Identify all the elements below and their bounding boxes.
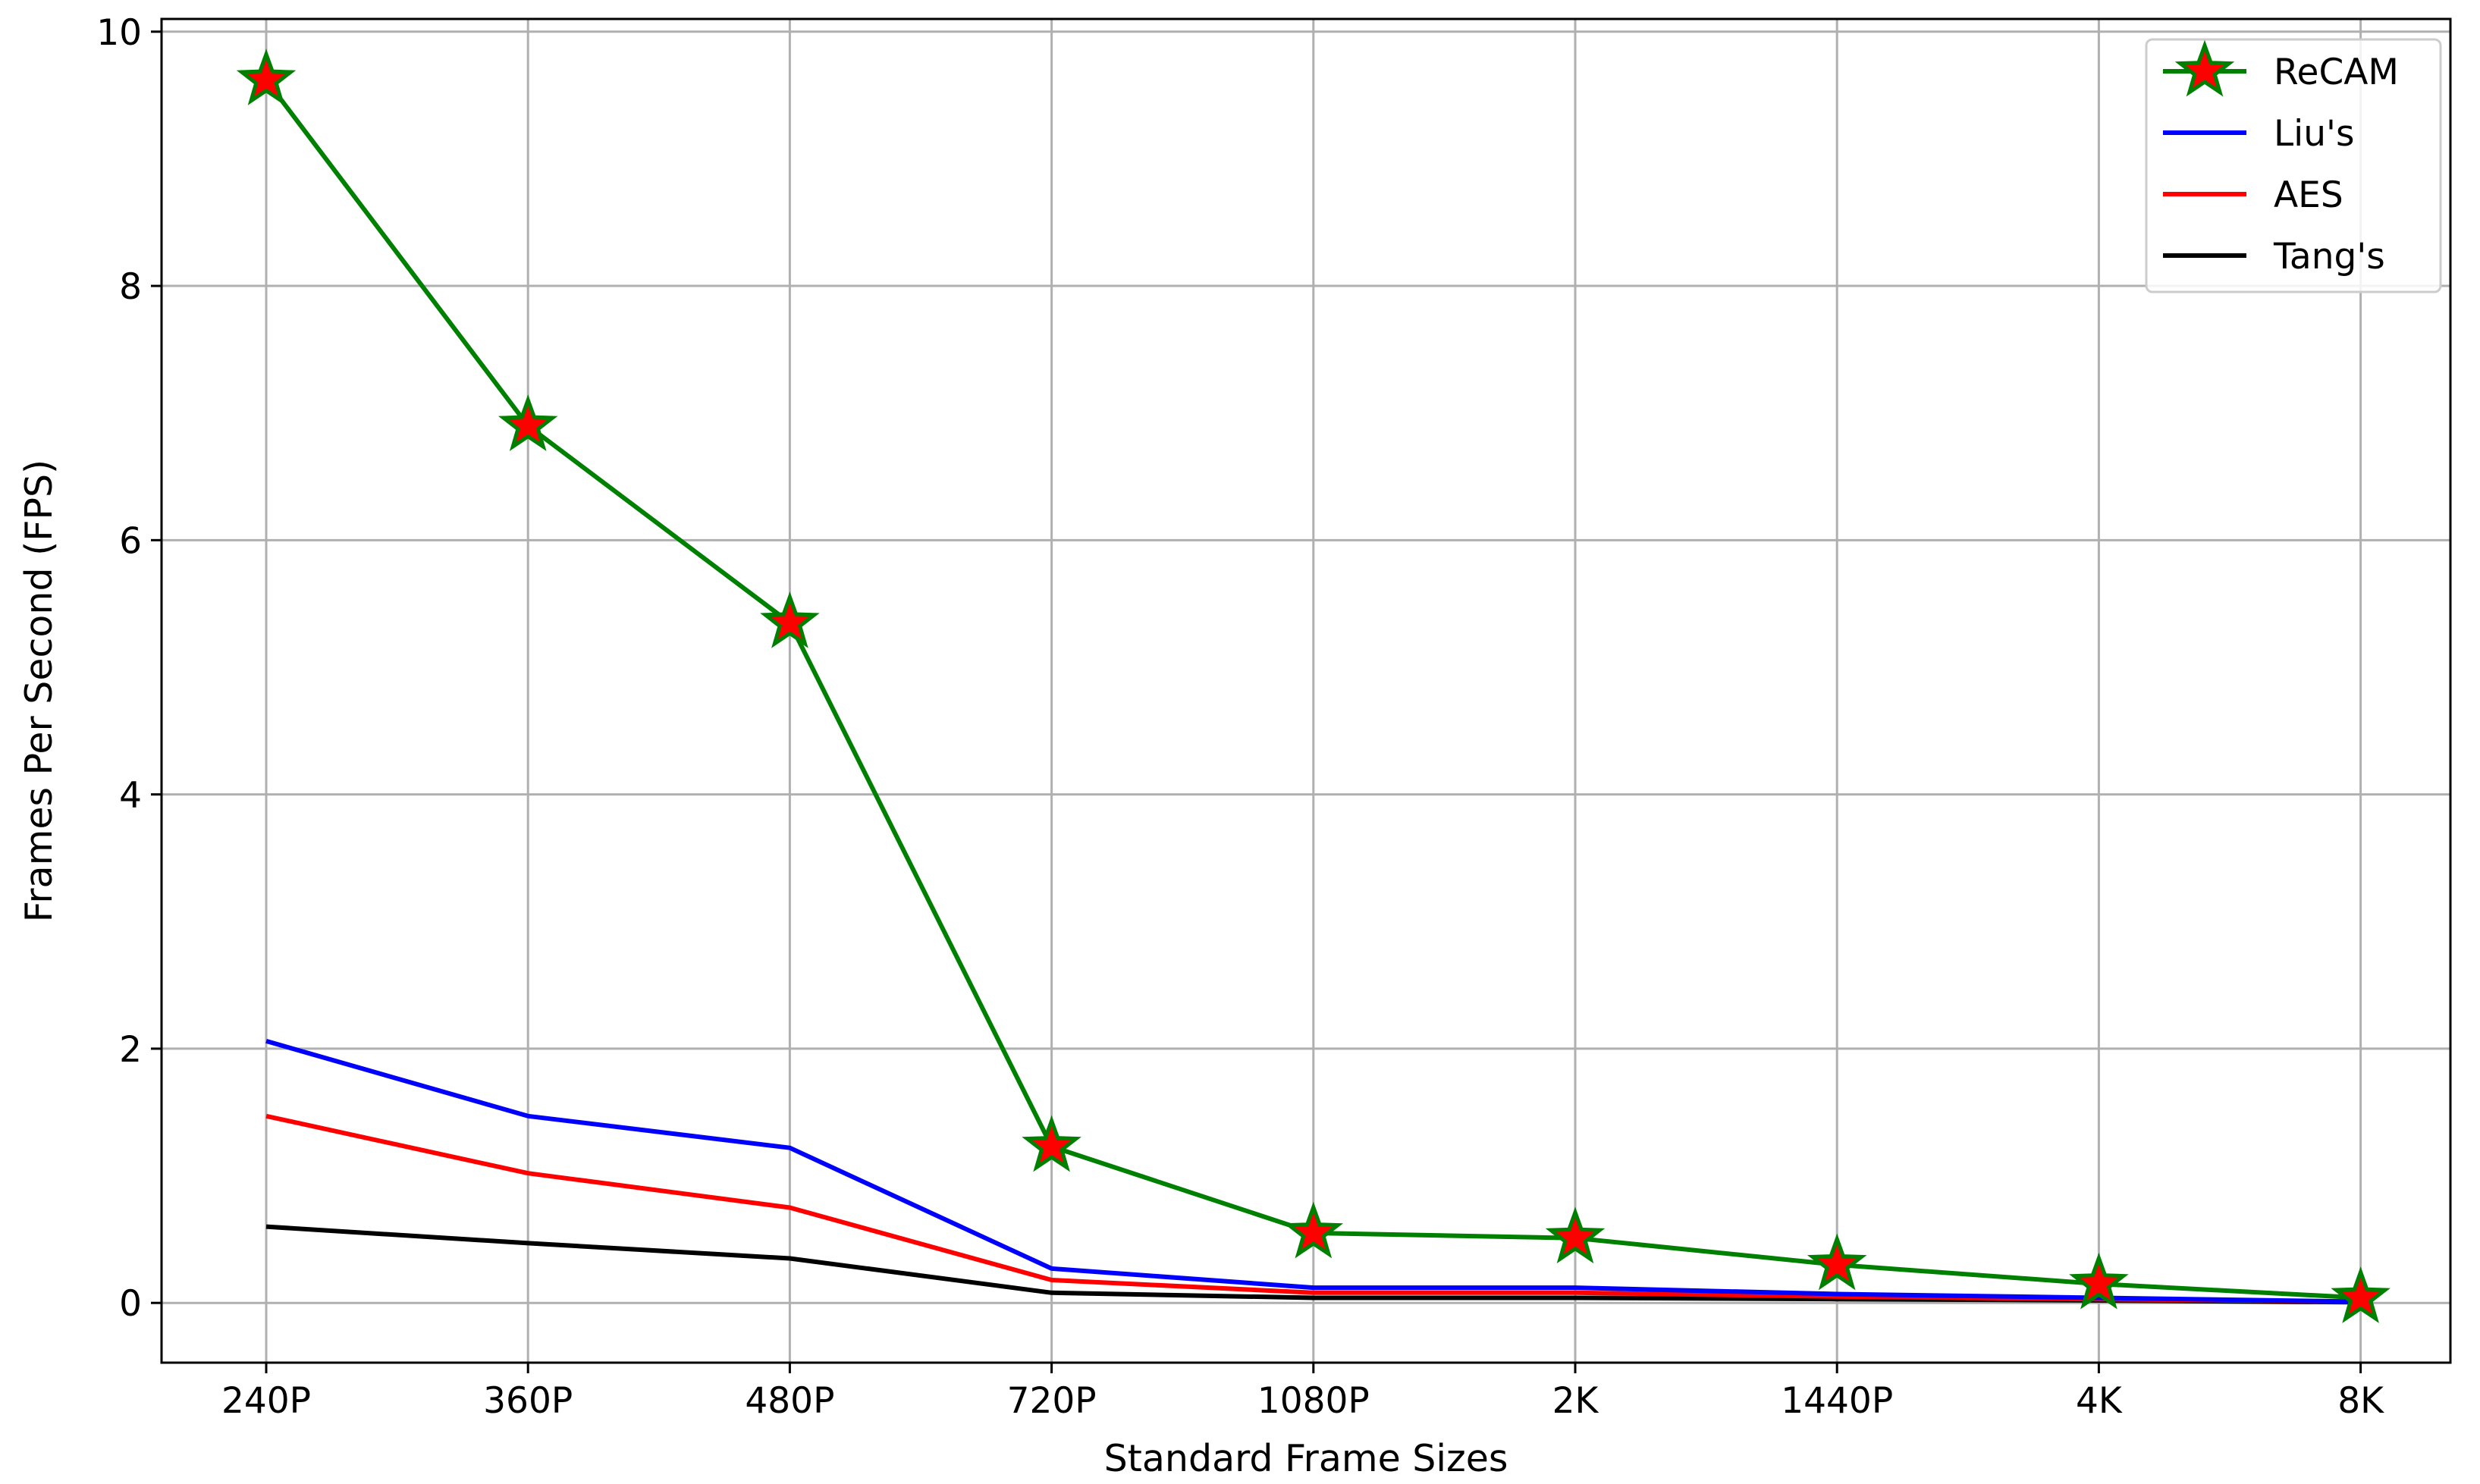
series-line-liu-s <box>265 1039 2361 1304</box>
y-tick-label: 10 <box>96 12 142 54</box>
data-point-recam <box>1022 1115 1081 1172</box>
y-tick-label: 6 <box>119 520 142 562</box>
data-point-recam <box>1545 1206 1606 1264</box>
legend-label-recam: ReCAM <box>2274 52 2399 93</box>
legend: ReCAM Liu's AES Tang's <box>2145 38 2442 293</box>
data-point-recam <box>760 591 820 648</box>
x-axis-label: Standard Frame Sizes <box>1104 1437 1508 1480</box>
x-tick-label: 720P <box>1007 1380 1097 1422</box>
data-point-recam <box>2069 1252 2129 1310</box>
data-point-recam <box>498 394 558 451</box>
y-tick-label: 0 <box>119 1283 142 1325</box>
x-tick-label: 4K <box>2076 1380 2123 1422</box>
x-tick-label: 8K <box>2337 1380 2384 1422</box>
grid-lines <box>162 19 2450 1363</box>
data-point-recam <box>1283 1201 1344 1259</box>
legend-label-tang-s: Tang's <box>2273 236 2385 278</box>
x-tick-label: 1440P <box>1781 1380 1893 1422</box>
legend-box <box>2145 38 2442 293</box>
plot-frame <box>160 17 2452 1364</box>
x-tick-label: 240P <box>221 1380 311 1422</box>
legend-marker-recam <box>2174 39 2235 97</box>
data-markers <box>236 49 2391 1323</box>
data-point-recam <box>2331 1266 2391 1323</box>
y-tick-label: 2 <box>119 1029 142 1071</box>
x-tick-label: 360P <box>483 1380 573 1422</box>
y-tick-label: 4 <box>119 775 142 817</box>
data-point-recam <box>1807 1233 1867 1291</box>
x-tick-label: 2K <box>1552 1380 1599 1422</box>
series-lines <box>264 78 2361 1305</box>
y-tick-label: 8 <box>119 266 142 308</box>
legend-label-aes: AES <box>2274 174 2343 216</box>
axis-ticks: 240P 360P 480P 720P 1080P 2K 1440P 4K 8K 0 2 4 6 8 10 <box>96 12 2384 1422</box>
x-tick-label: 1080P <box>1257 1380 1370 1422</box>
legend-label-liu-s: Liu's <box>2274 113 2354 155</box>
y-axis-label: Frames Per Second (FPS) <box>17 460 61 922</box>
x-tick-label: 480P <box>745 1380 834 1422</box>
data-point-recam <box>236 49 297 105</box>
